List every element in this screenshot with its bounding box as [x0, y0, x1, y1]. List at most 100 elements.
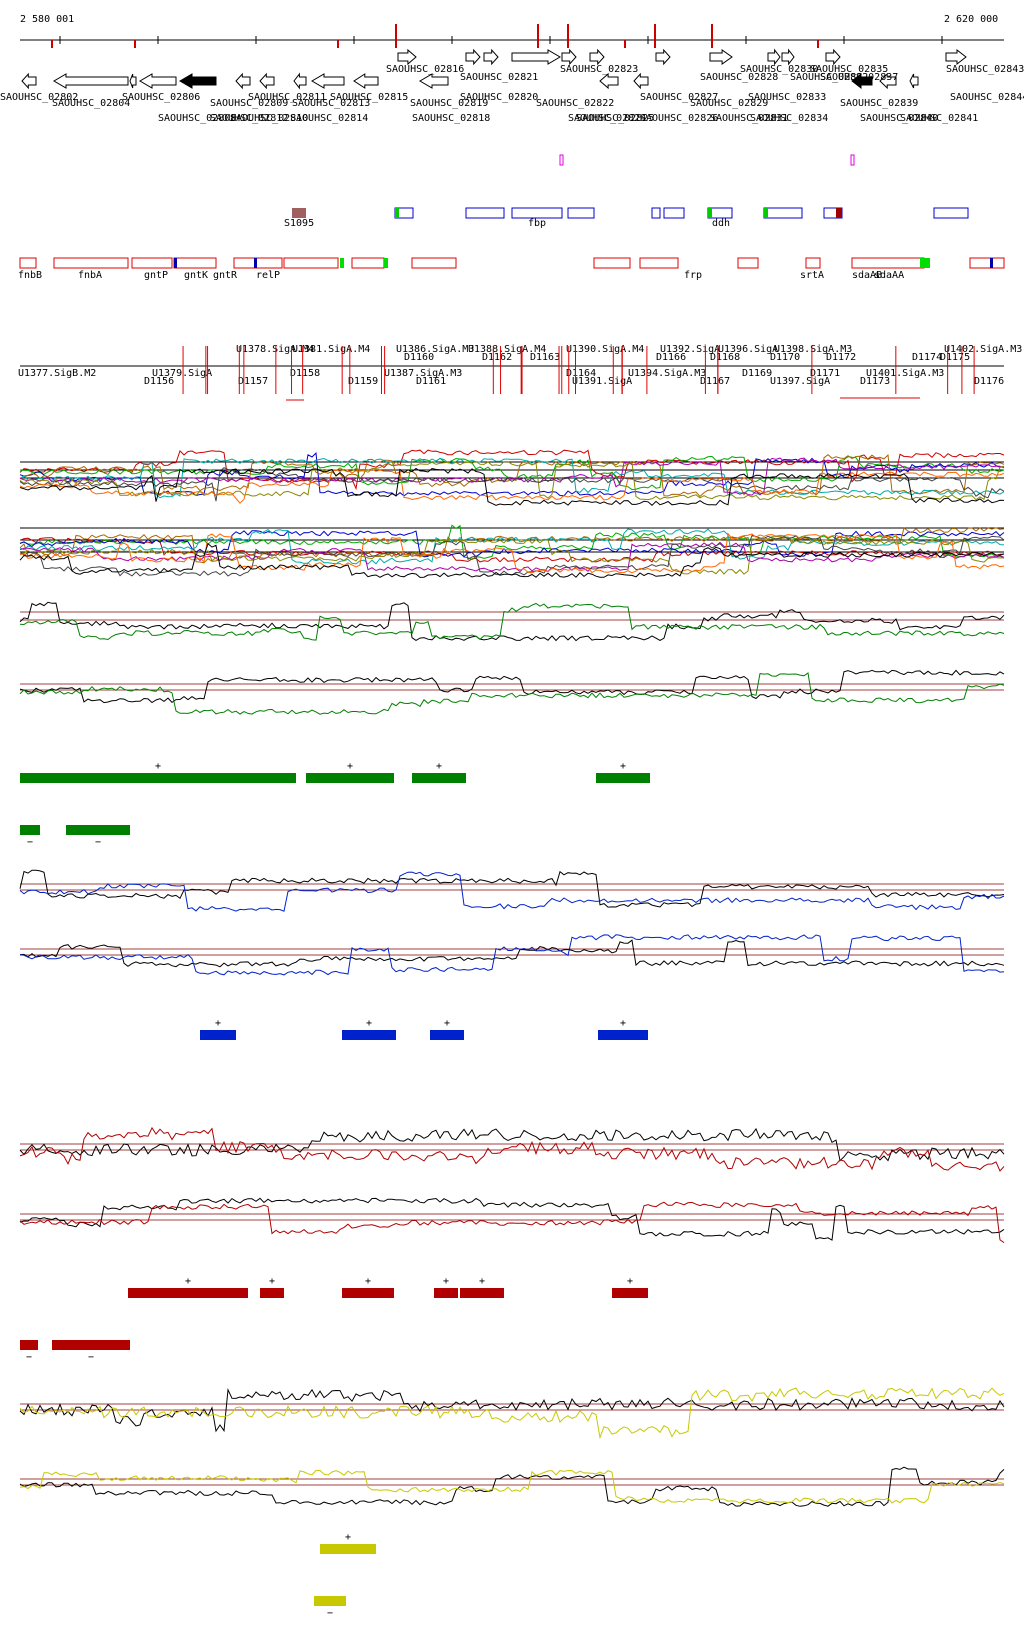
gene-label: SAOUHSC_02809: [210, 98, 288, 109]
profile-line: [19, 601, 1005, 642]
segment-sign: +: [347, 761, 353, 772]
operon-track[interactable]: fnbB fnbA gntP gntK gntR relP frp srtA sdaABsdaA…: [18, 257, 1005, 281]
segment-bar: [430, 1030, 464, 1040]
tu-label-below: D1176: [974, 376, 1004, 387]
tu-label-below: U1377.SigB.M2: [18, 368, 96, 379]
gene-arrow-forward: [483, 48, 499, 66]
tu-label-above: D1175: [940, 352, 970, 363]
tu-label-above: U1386.SigA.M3: [396, 344, 474, 355]
gene-label: SAOUHSC_02841: [900, 113, 978, 124]
tu-label-below: D1156: [144, 376, 174, 387]
profile-panel: [19, 524, 1005, 578]
operon-mark: [920, 258, 930, 268]
profile-line: [19, 1469, 1005, 1504]
regulatory-mark: [395, 208, 399, 218]
profile-line: [19, 457, 1005, 499]
gene-label: SAOUHSC_02810: [230, 113, 308, 124]
gene-label: SAOUHSC_02815: [330, 92, 408, 103]
operon-box: [351, 257, 385, 269]
tu-label-below: D1169: [742, 368, 772, 379]
operon-label: srtA: [800, 270, 824, 281]
profile-line: [19, 468, 1005, 504]
regulatory-mark: [708, 208, 712, 218]
profile-line: [19, 467, 1005, 506]
operon-box: [969, 257, 1005, 269]
gene-label: SAOUHSC_02834: [750, 113, 828, 124]
tu-label-above: U1392.SigA: [660, 344, 720, 355]
tu-label-above: U1396.SigA: [718, 344, 778, 355]
tu-label-above: D1168: [710, 352, 740, 363]
profile-panel: [19, 1466, 1005, 1507]
tu-label-above: U1398.SigA.M3: [774, 344, 852, 355]
gene-arrow-reverse: [879, 72, 897, 90]
segment-sign: +: [365, 1276, 371, 1287]
tu-label-above: U1402.SigA.M3: [944, 344, 1022, 355]
segment-bar: [612, 1288, 648, 1298]
tu-label-below: D1171: [810, 368, 840, 379]
tu-label-below: D1164: [566, 368, 596, 379]
profile-line: [19, 939, 1005, 968]
operon-box: [851, 257, 925, 269]
tu-label-below: U1391.SigA: [572, 376, 632, 387]
gene-arrow-reverse: [311, 73, 345, 89]
operon-label: sdaAB: [852, 270, 882, 281]
regulatory-mark: [836, 208, 842, 218]
tu-label-below: D1167: [700, 376, 730, 387]
regulatory-box: [763, 207, 803, 219]
segment-sign: +: [436, 761, 442, 772]
segment-sign: +: [215, 1018, 221, 1029]
tu-label-below: U1401.SigA.M3: [866, 368, 944, 379]
gene-label: SAOUHSC_02818: [412, 113, 490, 124]
gene-arrow-reverse: [235, 72, 251, 90]
profile-line: [19, 1127, 1005, 1162]
tu-label-below: D1173: [860, 376, 890, 387]
ruler-start-label: 2 580 001: [20, 14, 74, 25]
regulatory-box: [567, 207, 595, 219]
gene-arrow-reverse: [179, 73, 217, 89]
operon-box: [283, 257, 339, 269]
regulatory-box: [511, 207, 563, 219]
profile-line: [19, 1201, 1005, 1244]
gene-arrow-reverse: [419, 73, 449, 89]
gene-label: SAOUHSC_02820: [460, 92, 538, 103]
segment-tracks[interactable]: + + + + − − + + + + + + + + + + − − + −: [20, 761, 650, 1619]
expression-profiles: [19, 449, 1005, 1507]
gene-label: SAOUHSC_02802: [0, 92, 78, 103]
coordinate-ruler: 2 580 001 2 620 000: [20, 14, 1004, 48]
gene-label: SAOUHSC_02840: [860, 113, 938, 124]
segment-bar: [434, 1288, 458, 1298]
gene-label: SAOUHSC_02826: [640, 113, 718, 124]
gene-label: SAOUHSC_02811: [248, 92, 326, 103]
segment-sign: +: [185, 1276, 191, 1287]
segment-sign: +: [345, 1532, 351, 1543]
segment-sign: −: [26, 1352, 32, 1363]
gene-label: SAOUHSC_02830: [740, 64, 818, 75]
tu-label-below: D1157: [238, 376, 268, 387]
segment-bar: [128, 1288, 248, 1298]
operon-box: [53, 257, 129, 269]
profile-line: [19, 527, 1005, 564]
operon-box: [233, 257, 283, 269]
operon-label: gntP: [144, 270, 168, 281]
gene-arrow-forward: [397, 48, 417, 66]
regulatory-track[interactable]: S1095 fbp ddh: [284, 207, 969, 229]
profile-line: [19, 541, 1005, 573]
gene-label: SAOUHSC_02823: [560, 64, 638, 75]
profile-line: [19, 528, 1005, 565]
profile-line: [19, 869, 1005, 908]
gene-label: SAOUHSC_02804: [52, 98, 130, 109]
profile-line: [19, 1126, 1005, 1172]
gene-arrow-reverse: [53, 73, 129, 89]
gene-label: SAOUHSC_02825: [576, 113, 654, 124]
segment-bar: [200, 1030, 236, 1040]
profile-line: [19, 1387, 1005, 1433]
profile-line: [19, 537, 1005, 563]
gene-label: SAOUHSC_02837: [820, 72, 898, 83]
segment-bar: [412, 773, 466, 783]
gene-arrow-forward: [511, 49, 561, 65]
segment-sign: +: [444, 1018, 450, 1029]
gene-label: SAOUHSC_02832: [790, 72, 868, 83]
operon-box: [805, 257, 821, 269]
